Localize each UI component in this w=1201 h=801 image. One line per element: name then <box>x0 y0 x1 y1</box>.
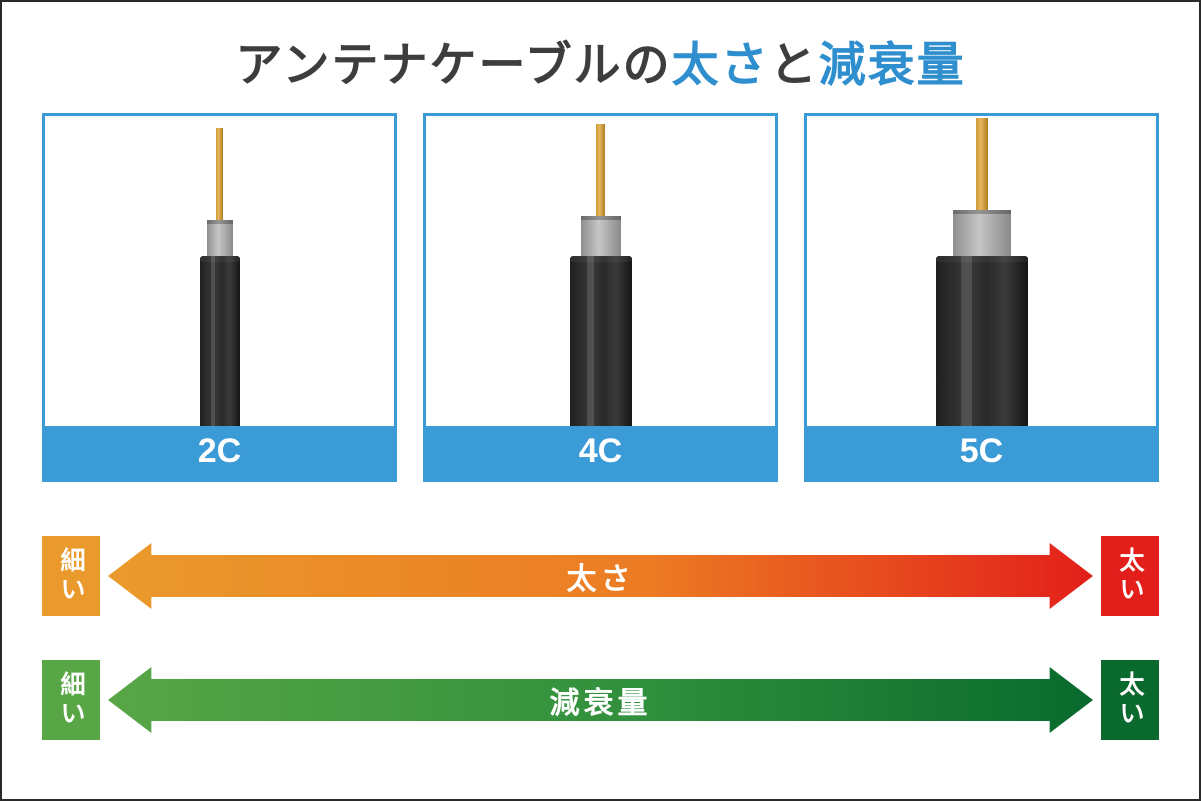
row-right-cap: 太い <box>1101 660 1159 740</box>
title-part: 減衰量 <box>819 38 966 91</box>
cable-label: 2C <box>45 426 394 479</box>
title-part: アンテナケーブル <box>235 38 622 91</box>
title-part: 太さ <box>672 38 770 91</box>
arrow-wrap: 減衰量 <box>108 660 1093 740</box>
arrow-label: 太さ <box>108 554 1093 598</box>
cable-jacket <box>570 256 632 426</box>
comparison-row: 細い減衰量太い <box>42 660 1159 740</box>
cable-jacket <box>936 256 1028 426</box>
cable-card: 4C <box>423 113 778 482</box>
cable-illustration <box>936 118 1028 426</box>
cable-conductor <box>596 124 605 216</box>
cable-dielectric <box>953 210 1011 256</box>
row-left-cap: 細い <box>42 536 100 616</box>
arrow-wrap: 太さ <box>108 536 1093 616</box>
cable-conductor <box>216 128 223 220</box>
page-title: アンテナケーブルの太さと減衰量 <box>42 26 1159 95</box>
arrow-label: 減衰量 <box>108 678 1093 722</box>
cable-label: 5C <box>807 426 1156 479</box>
arrow-rows: 細い太さ太い細い減衰量太い <box>42 518 1159 740</box>
cable-canvas <box>45 116 394 426</box>
cable-dielectric <box>207 220 233 256</box>
row-right-cap: 太い <box>1101 536 1159 616</box>
comparison-row: 細い太さ太い <box>42 536 1159 616</box>
title-part: と <box>770 38 819 91</box>
infographic-frame: アンテナケーブルの太さと減衰量 2C4C5C 細い太さ太い細い減衰量太い <box>0 0 1201 801</box>
cable-illustration <box>570 124 632 426</box>
cable-canvas <box>807 116 1156 426</box>
cable-card: 2C <box>42 113 397 482</box>
cable-canvas <box>426 116 775 426</box>
cable-dielectric <box>581 216 621 256</box>
cable-label: 4C <box>426 426 775 479</box>
cable-illustration <box>200 128 240 426</box>
cable-card-row: 2C 4C 5C <box>42 113 1159 482</box>
cable-jacket <box>200 256 240 426</box>
cable-card: 5C <box>804 113 1159 482</box>
cable-conductor <box>976 118 988 210</box>
title-part: の <box>623 38 672 91</box>
row-left-cap: 細い <box>42 660 100 740</box>
